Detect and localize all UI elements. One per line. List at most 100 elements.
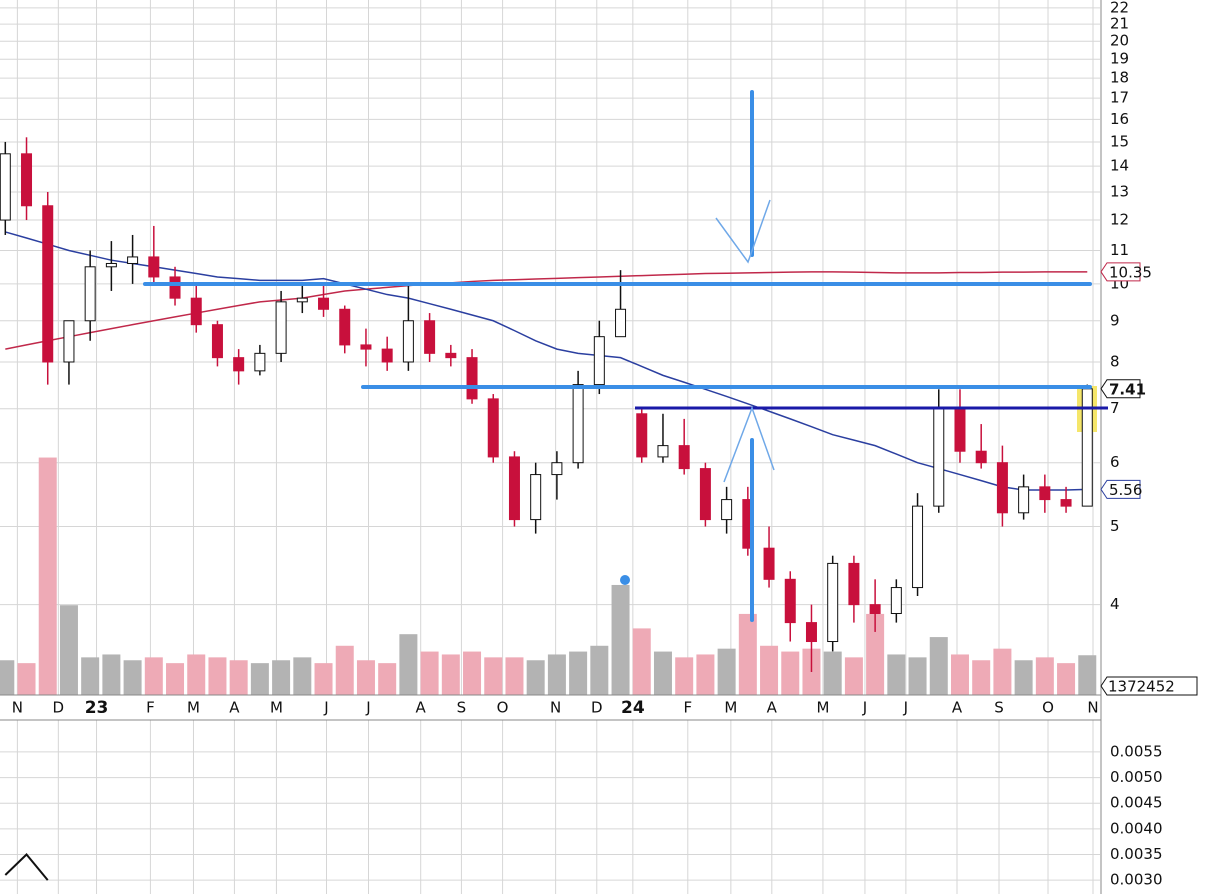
x-tick-label: F <box>146 699 155 717</box>
volume-bar <box>526 660 545 695</box>
volume-bar <box>738 613 757 695</box>
candle-body <box>42 205 54 363</box>
volume-bar <box>399 634 418 695</box>
y-tick-label: 18 <box>1110 69 1129 87</box>
x-tick-label: N <box>12 699 23 717</box>
candle-body <box>233 357 245 372</box>
volume-bar <box>272 660 291 695</box>
x-tick-label: O <box>497 699 509 717</box>
y-tick-label: 7 <box>1110 399 1120 417</box>
candle-body <box>954 408 966 452</box>
candle-body <box>1081 388 1093 507</box>
candle-body <box>127 256 139 264</box>
volume-bar <box>590 645 609 695</box>
volume-bar <box>717 648 736 695</box>
y-tick-label: 13 <box>1110 183 1129 201</box>
candle-body <box>508 456 520 521</box>
x-tick-label: M <box>816 699 829 717</box>
candle-body <box>466 357 478 400</box>
moving-average <box>5 271 1088 350</box>
volume-bar <box>1057 663 1076 695</box>
candle-body <box>996 462 1008 514</box>
y-tick-label: 6 <box>1110 453 1120 471</box>
candle-body <box>615 308 627 338</box>
candle-body <box>912 505 924 589</box>
candle-body <box>424 320 436 354</box>
y-tick-label: 20 <box>1110 32 1129 50</box>
y-tick-label: 0.0030 <box>1110 871 1163 889</box>
x-tick-label: M <box>724 699 737 717</box>
candle-body <box>890 587 902 615</box>
volume-bar <box>441 654 460 695</box>
y-tick-label: 14 <box>1110 157 1129 175</box>
y-tick-label: 19 <box>1110 50 1129 68</box>
volume-bar <box>1014 660 1033 695</box>
volume-bar <box>866 613 885 695</box>
candle-body <box>869 604 881 615</box>
y-tick-label: 21 <box>1110 15 1129 33</box>
volume-bar <box>0 660 15 695</box>
candle-body <box>487 398 499 458</box>
candle-body <box>699 468 711 521</box>
candle-body <box>763 547 775 580</box>
candle-body <box>975 450 987 464</box>
candle-body <box>827 562 839 643</box>
x-tick-label: J <box>323 699 328 717</box>
candle-body <box>381 348 393 363</box>
volume-bar <box>696 654 715 695</box>
candle-body <box>445 352 457 359</box>
x-tick-label: F <box>683 699 692 717</box>
x-tick-label: 23 <box>85 698 109 718</box>
volume-bar <box>463 651 482 695</box>
volume-bar <box>356 660 375 695</box>
volume-bar <box>993 648 1012 695</box>
volume-bar <box>335 645 354 695</box>
volume-bar <box>208 657 227 695</box>
x-tick-label: M <box>270 699 283 717</box>
volume-bar <box>102 654 121 695</box>
dot <box>620 575 630 585</box>
volume-bar <box>378 663 397 695</box>
x-tick-label: N <box>1087 699 1098 717</box>
volume-bar <box>420 651 439 695</box>
volume-bar <box>887 654 906 695</box>
volume-bar <box>144 657 163 695</box>
candle-body <box>593 336 605 386</box>
volume-bar <box>59 605 78 695</box>
candle-body <box>402 320 414 363</box>
candle-body <box>0 153 11 221</box>
volume-bar <box>823 651 842 695</box>
volume-bar <box>569 651 588 695</box>
value-box <box>1100 379 1141 399</box>
grid-layer <box>0 0 1100 894</box>
candle-body <box>84 266 96 322</box>
x-tick-label: A <box>416 699 427 717</box>
volume-bar <box>166 663 185 695</box>
x-tick-label: A <box>229 699 240 717</box>
x-tick-label: S <box>994 699 1004 717</box>
candle-body <box>657 445 669 458</box>
x-tick-label: A <box>952 699 963 717</box>
candle-body <box>530 474 542 521</box>
candle-body <box>572 384 584 464</box>
candle-body <box>105 262 117 268</box>
candle-body <box>784 578 796 624</box>
candle-body <box>21 153 33 207</box>
arrow-head <box>723 405 775 483</box>
volume-bar <box>929 637 948 695</box>
value-box <box>1100 676 1198 696</box>
candle-body <box>848 562 860 606</box>
x-tick-label: M <box>187 699 200 717</box>
volume-bar <box>293 657 312 695</box>
x-tick-label: J <box>365 699 370 717</box>
moving-average <box>5 231 1088 491</box>
candle-body <box>211 324 223 359</box>
candle-body <box>636 413 648 458</box>
x-tick-label: J <box>903 699 908 717</box>
volume-bar <box>950 654 969 695</box>
candle-body <box>63 320 75 363</box>
x-tick-label: S <box>457 699 467 717</box>
volume-bar <box>123 660 142 695</box>
